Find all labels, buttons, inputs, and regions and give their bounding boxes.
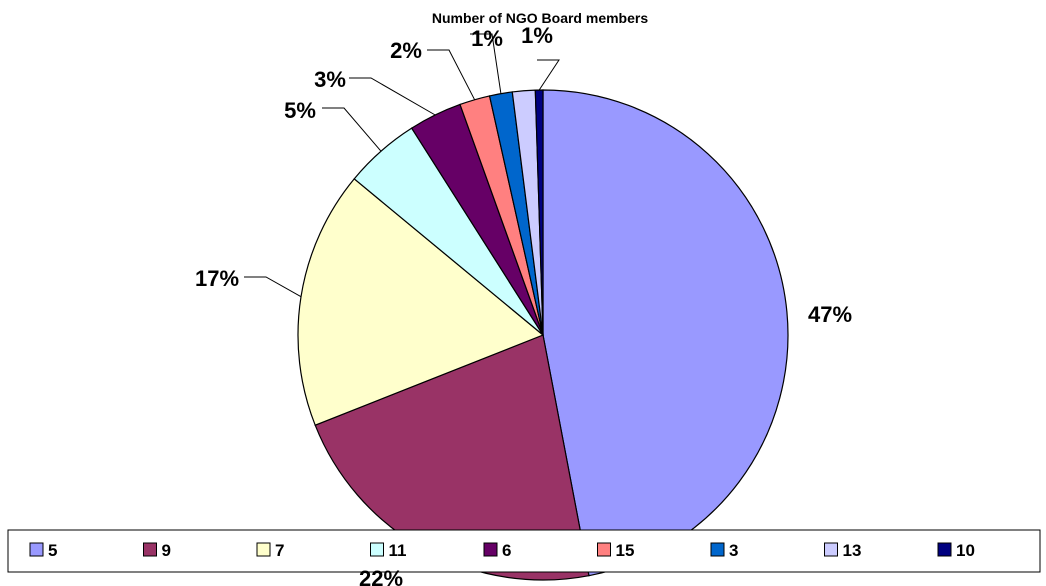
legend-label-9: 9	[162, 541, 171, 560]
slice-label-15: 2%	[390, 38, 422, 63]
slice-label-10: 1%	[521, 23, 553, 48]
legend-label-11: 11	[389, 541, 407, 560]
pie-slices	[297, 89, 789, 581]
leader-line-11	[322, 107, 382, 152]
legend-swatch-9	[143, 542, 157, 557]
leader-line-3	[470, 33, 502, 94]
leader-line-15	[427, 49, 476, 100]
legend-swatch-10	[937, 542, 952, 557]
slice-label-5: 47%	[808, 302, 852, 327]
pie-slice-10	[534, 89, 544, 336]
legend-swatch-15	[597, 542, 611, 557]
legend-swatch-5	[29, 542, 44, 557]
legend-label-6: 6	[502, 541, 511, 560]
legend-label-15: 15	[616, 541, 635, 560]
slice-label-11: 5%	[284, 98, 316, 123]
legend-box	[7, 529, 1041, 573]
legend-label-5: 5	[48, 541, 57, 560]
legend-label-13: 13	[843, 541, 862, 560]
legend: 5 9 7 11 6 15 3 13 10	[7, 529, 1041, 573]
legend-swatch-13	[824, 542, 838, 557]
leader-line-6	[349, 77, 436, 116]
chart-title: Number of NGO Board members	[432, 10, 648, 26]
legend-label-10: 10	[956, 541, 975, 560]
legend-swatch-11	[370, 542, 384, 557]
leader-line-7	[244, 276, 302, 298]
legend-label-3: 3	[729, 541, 738, 560]
slice-label-6: 3%	[314, 67, 346, 92]
legend-swatch-6	[483, 542, 498, 557]
slice-label-9: 22%	[359, 566, 403, 586]
slice-labels: 47% 22% 17% 5% 3% 2% 1% 1%	[195, 23, 852, 586]
pie-slice-7	[297, 177, 545, 426]
legend-label-7: 7	[275, 541, 284, 560]
slice-label-7: 17%	[195, 266, 239, 291]
legend-swatch-7	[256, 542, 271, 557]
legend-swatch-3	[710, 542, 725, 557]
slice-label-3: 1%	[471, 26, 503, 51]
leader-line-10	[537, 59, 560, 91]
pie-slice-5	[542, 89, 789, 577]
label-leader-lines	[244, 33, 560, 298]
